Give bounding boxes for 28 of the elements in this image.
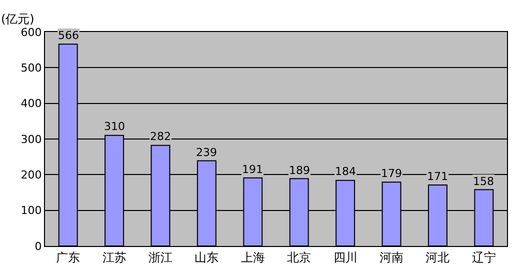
- y-tick-label: 500: [20, 62, 42, 75]
- y-axis-title: (亿元): [1, 12, 34, 26]
- x-tick-label: 河北: [426, 250, 450, 264]
- x-tick-label: 辽宁: [472, 250, 496, 264]
- x-tick-label: 广东: [56, 250, 80, 264]
- x-tick-label: 河南: [380, 250, 404, 264]
- x-tick-label: 浙江: [148, 250, 172, 264]
- data-label: 310: [104, 120, 125, 133]
- x-tick-label: 江苏: [102, 250, 126, 264]
- y-tick-label: 0: [34, 240, 42, 253]
- data-label: 191: [242, 163, 263, 176]
- data-label: 282: [150, 130, 171, 143]
- y-tick-label: 600: [20, 26, 42, 39]
- x-tick-label: 北京: [287, 250, 312, 264]
- x-tick-label: 上海: [240, 250, 265, 264]
- data-label: 189: [289, 164, 310, 177]
- y-tick-label: 300: [20, 132, 42, 146]
- data-label: 171: [427, 170, 448, 183]
- data-label: 179: [381, 167, 402, 180]
- data-label: 158: [473, 175, 494, 188]
- y-tick-label: 100: [20, 204, 42, 218]
- data-label: 184: [335, 165, 356, 178]
- data-label: 239: [196, 146, 217, 159]
- y-tick-label: 400: [20, 97, 42, 110]
- x-tick-label: 四川: [333, 250, 358, 264]
- x-tick-label: 山东: [194, 250, 219, 264]
- data-label: 566: [58, 29, 79, 42]
- y-tick-label: 200: [20, 168, 42, 182]
